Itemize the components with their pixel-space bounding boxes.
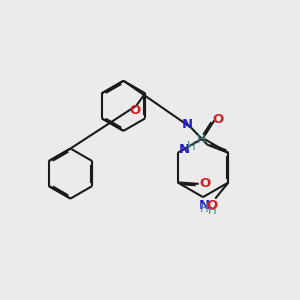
- Text: O: O: [206, 199, 217, 212]
- Text: N: N: [178, 143, 190, 157]
- Text: H: H: [187, 140, 196, 153]
- Text: O: O: [213, 112, 224, 126]
- Text: O: O: [129, 104, 140, 118]
- Text: H: H: [208, 204, 216, 217]
- Text: N: N: [182, 118, 193, 131]
- Text: O: O: [200, 177, 211, 190]
- Text: N: N: [199, 199, 210, 212]
- Text: H: H: [200, 202, 208, 215]
- Text: H: H: [196, 133, 205, 146]
